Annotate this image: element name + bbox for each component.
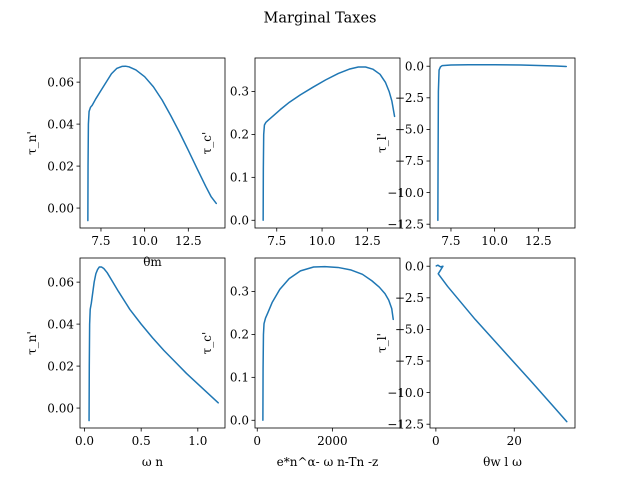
x-tick-label: 0.5 (132, 434, 151, 448)
x-tick-label: 7.5 (267, 234, 286, 248)
figure-title: Marginal Taxes (264, 11, 377, 27)
subplot-5: 0 2000 0.0 0.1 0.2 0.3 e*n^α- ω n-Tn -z τ_c' (200, 257, 401, 469)
y-tick-label: 0.0 (405, 259, 424, 273)
series-line-4-1 (88, 266, 219, 422)
x-tick-label: 12.5 (354, 234, 381, 248)
axes-frame (79, 257, 226, 429)
x-tick-label: 20 (507, 434, 522, 448)
x-tick-label: 0 (253, 434, 261, 448)
y-tick-label: −2.5 (395, 291, 424, 305)
x-tick-label: 7.5 (441, 234, 460, 248)
y-axis-label: τ_c' (200, 132, 214, 155)
series-line-1-1 (87, 65, 218, 222)
y-tick-label: 0.3 (230, 285, 249, 299)
subplot-6: 0 20 −12.5 −10.0 −7.5 −5.0 −2.5 0.0 θw l ω τ_l' (375, 257, 576, 469)
x-axis-label: e*n^α- ω n-Tn -z (277, 455, 379, 469)
y-tick-label: 0.2 (230, 128, 249, 142)
subplot-3: 7.5 10.0 12.5 −12.5 −10.0 −7.5 −5.0 −2.5 0.0 τ_l' (375, 57, 576, 248)
y-tick-label: 0.00 (47, 401, 74, 415)
y-tick-label: 0.04 (47, 317, 74, 331)
y-tick-label: −7.5 (395, 354, 424, 368)
y-tick-label: −12.5 (387, 417, 424, 431)
x-tick-label: 12.5 (175, 234, 202, 248)
x-tick-label: 12.5 (525, 234, 552, 248)
x-tick-label: 0 (432, 434, 440, 448)
y-tick-label: 0.0 (230, 413, 249, 427)
axes-frame (79, 57, 226, 229)
x-tick-label: 10.0 (481, 234, 508, 248)
y-axis-label: τ_n' (25, 331, 39, 355)
y-axis-label: τ_l' (375, 133, 389, 153)
subplot-4: 0.0 0.5 1.0 0.00 0.02 0.04 0.06 ω n τ_n' (25, 257, 226, 469)
series-line-2-1 (262, 66, 396, 222)
y-tick-label: −5.0 (395, 123, 424, 137)
y-tick-label: 0.02 (47, 159, 74, 173)
y-tick-label: −10.0 (387, 186, 424, 200)
series-line-3-1 (437, 63, 568, 222)
subplot-1: 7.5 10.0 12.5 0.00 0.02 0.04 0.06 θm τ_n' (25, 57, 226, 269)
axes-frame (254, 57, 401, 229)
x-tick-label: 1.0 (188, 434, 207, 448)
y-axis-label: τ_l' (375, 333, 389, 353)
y-tick-label: 0.06 (47, 275, 74, 289)
x-tick-label: 2000 (317, 434, 348, 448)
y-tick-label: 0.3 (230, 85, 249, 99)
y-axis-label: τ_c' (200, 332, 214, 355)
x-axis-label: θw l ω (483, 455, 522, 469)
y-tick-label: −7.5 (395, 154, 424, 168)
x-tick-label: 0.0 (75, 434, 94, 448)
axes-frame (429, 57, 576, 229)
y-tick-label: −10.0 (387, 386, 424, 400)
x-axis-label: θm (143, 255, 162, 269)
x-tick-label: 10.0 (131, 234, 158, 248)
axes-frame (429, 257, 576, 429)
y-tick-label: 0.00 (47, 201, 74, 215)
y-tick-label: 0.0 (230, 213, 249, 227)
y-tick-label: 0.04 (47, 117, 74, 131)
y-tick-label: 0.1 (230, 171, 249, 185)
series-line-5-1 (262, 265, 394, 422)
y-tick-label: 0.02 (47, 359, 74, 373)
y-tick-label: 0.06 (47, 75, 74, 89)
y-tick-label: 0.1 (230, 371, 249, 385)
x-tick-label: 10.0 (309, 234, 336, 248)
y-tick-label: −12.5 (387, 217, 424, 231)
y-tick-label: −2.5 (395, 91, 424, 105)
y-axis-label: τ_n' (25, 131, 39, 155)
series-line-6-1 (435, 264, 568, 423)
x-tick-label: 7.5 (91, 234, 110, 248)
y-tick-label: −5.0 (395, 323, 424, 337)
y-tick-label: 0.2 (230, 328, 249, 342)
x-axis-label: ω n (142, 455, 164, 469)
subplot-2: 7.5 10.0 12.5 0.0 0.1 0.2 0.3 τ_c' (200, 57, 401, 248)
axes-frame (254, 257, 401, 429)
y-tick-label: 0.0 (405, 59, 424, 73)
